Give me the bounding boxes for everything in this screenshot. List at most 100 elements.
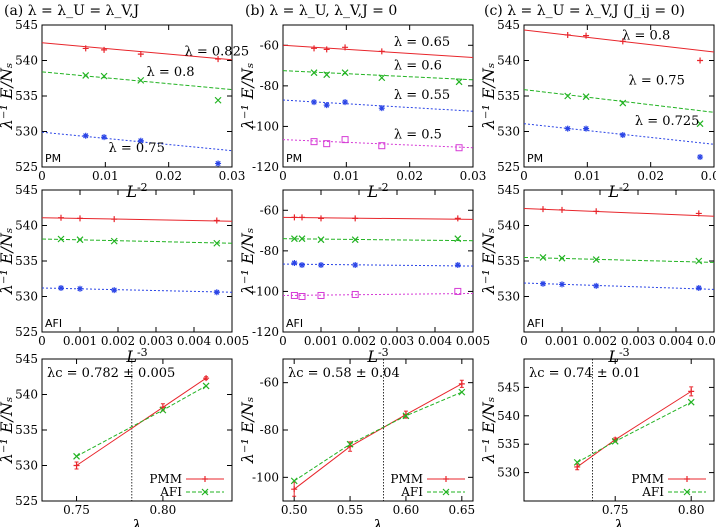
fit-line — [283, 263, 473, 267]
legend-label: AFI — [400, 485, 423, 499]
x-tick-label: 0.003 — [380, 334, 414, 348]
data-point — [378, 105, 385, 112]
plot-data — [283, 214, 473, 300]
x-axis-label: L-3 — [366, 346, 388, 366]
data-point — [82, 132, 89, 139]
y-tick-label: 540 — [497, 409, 520, 423]
data-point — [583, 125, 590, 132]
plot-b2: 0 0.001 0.002 0.003 0.004 0.005 -120 -100 -80 -60… — [238, 189, 490, 366]
plot-data — [42, 214, 232, 296]
data-point — [455, 78, 463, 86]
data-point — [323, 140, 331, 148]
x-tick-label: 0.004 — [177, 334, 212, 348]
fit-line — [283, 216, 473, 220]
y-tick-label: 540 — [15, 388, 38, 402]
y-tick-label: 535 — [497, 89, 520, 103]
y-tick-label: -100 — [252, 119, 279, 133]
phase-label: AFI — [45, 317, 62, 330]
data-point — [214, 96, 222, 104]
data-point — [559, 206, 565, 213]
data-point — [137, 51, 144, 58]
y-tick-label: 540 — [497, 54, 520, 68]
data-point — [215, 160, 222, 167]
plot-data — [573, 359, 695, 501]
x-tick-label: 0 — [520, 334, 528, 348]
data-point — [298, 235, 306, 243]
plot-frame — [523, 189, 715, 333]
plot-b3: 0.50 0.55 0.60 0.65 -100 -80 -60 λ λ⁻¹ E/Nₛ λc = … — [238, 358, 475, 527]
data-point — [77, 285, 83, 292]
plot-data — [42, 42, 232, 167]
column-title-a: (a) λ = λ_U = λ_V,J — [4, 3, 139, 19]
data-point — [540, 206, 546, 213]
x-tick-label: 0 — [38, 169, 46, 183]
plot-data — [524, 206, 714, 291]
data-point — [291, 260, 298, 267]
data-point — [619, 38, 626, 45]
fit-line — [42, 217, 232, 222]
x-axis-label: λ — [613, 516, 624, 527]
legend-marker — [683, 488, 691, 496]
legend-marker — [202, 476, 208, 482]
data-point — [346, 440, 354, 448]
x-tick-label: 0.004 — [418, 334, 453, 348]
y-tick-label: 535 — [497, 437, 520, 451]
data-point — [592, 256, 600, 264]
x-tick-label: 0.02 — [396, 169, 423, 183]
series-label: λ = 0.75 — [109, 141, 165, 156]
data-point — [215, 56, 222, 63]
data-point — [58, 284, 64, 291]
series-line — [576, 390, 692, 468]
x-tick-label: 0.02 — [637, 169, 664, 183]
legend-marker — [201, 488, 209, 496]
phase-label: AFI — [527, 317, 544, 330]
y-tick-label: 525 — [15, 494, 38, 508]
data-point — [378, 142, 386, 150]
data-point — [58, 214, 64, 221]
x-tick-label: 0.005 — [697, 334, 716, 348]
plot-data — [73, 359, 210, 501]
data-point — [695, 257, 703, 265]
y-axis-label: λ⁻¹ E/Nₛ — [479, 63, 498, 131]
plot-c1: 0 0.01 0.02 0.03 525 530 535 540 545 L-2 λ⁻¹ E/Nₛ λ… — [479, 18, 716, 201]
fit-line — [524, 89, 714, 113]
plot-frame — [523, 24, 715, 168]
data-point — [564, 125, 571, 132]
y-axis-label: λ⁻¹ E/Nₛ — [238, 228, 257, 296]
fit-line — [524, 29, 714, 53]
series-line — [293, 391, 463, 482]
fit-line — [524, 256, 714, 263]
y-tick-label: 530 — [497, 290, 520, 304]
y-tick-label: -60 — [260, 376, 279, 390]
x-tick-label: 0.005 — [215, 334, 249, 348]
data-point — [341, 136, 349, 144]
plot-a1: 0 0.01 0.02 0.03 525 530 535 540 545 L-2 λ⁻¹ E/Nₛ λ… — [0, 18, 249, 201]
data-point — [299, 262, 305, 269]
data-point — [558, 254, 566, 262]
critical-value-annotation: λc = 0.74 ± 0.01 — [529, 366, 641, 381]
series-line — [76, 385, 207, 457]
series-label: λ = 0.55 — [394, 88, 450, 103]
x-tick-label: 0.55 — [337, 503, 364, 517]
data-point — [213, 289, 220, 296]
y-axis-label: λ⁻¹ E/Nₛ — [238, 63, 257, 131]
data-point — [351, 290, 359, 298]
data-point — [299, 214, 305, 221]
y-tick-label: -120 — [252, 325, 279, 339]
fit-line — [42, 238, 232, 244]
y-tick-label: -80 — [260, 79, 279, 93]
x-axis-label: L-3 — [607, 346, 629, 366]
phase-label: PM — [45, 152, 61, 165]
y-tick-label: 545 — [497, 183, 520, 197]
x-tick-label: 0.75 — [63, 503, 90, 517]
phase-label: PM — [527, 152, 543, 165]
plot-b1: 0 0.01 0.02 0.03 -120 -100 -80 -60 L-2 λ⁻¹ E/Nₛ λ … — [238, 24, 486, 201]
legend-label: PMM — [390, 472, 423, 486]
data-point — [619, 132, 626, 139]
fit-line — [283, 44, 473, 58]
data-point — [290, 291, 298, 299]
x-axis-label: L-2 — [366, 181, 388, 201]
data-point — [454, 262, 461, 269]
data-point — [454, 215, 461, 222]
x-tick-label: 0.01 — [92, 169, 119, 183]
